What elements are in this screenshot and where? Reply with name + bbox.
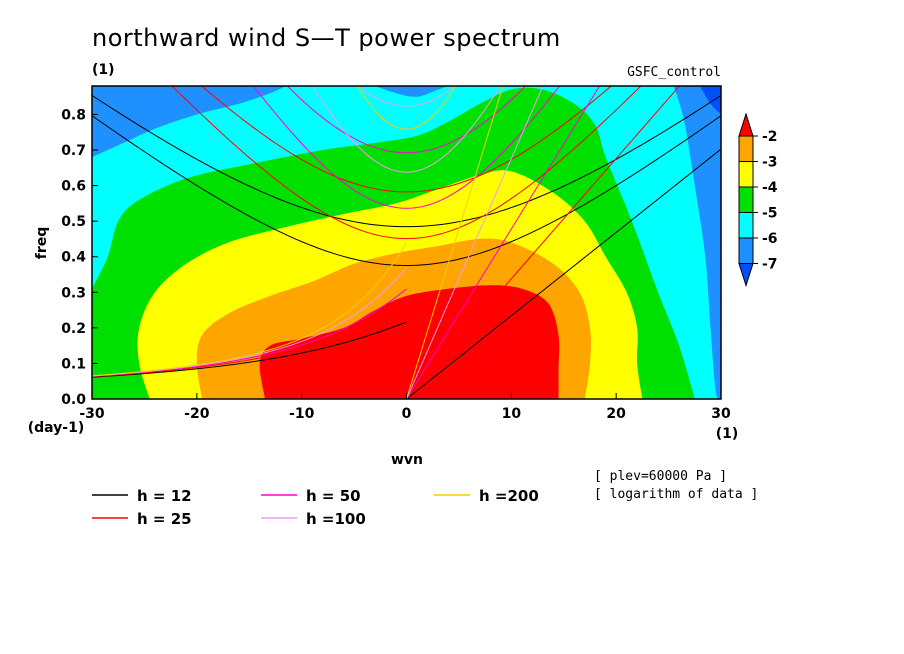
curve-group-12 bbox=[92, 95, 721, 399]
gravity-curve-n1-200 bbox=[357, 86, 456, 130]
legend-label: h = 12 bbox=[137, 487, 192, 505]
x-axis: -30 -20 -10 0 10 20 30 bbox=[79, 393, 731, 422]
colorbar-bottom-arrow bbox=[738, 263, 754, 288]
mrg-curve-25 bbox=[92, 305, 407, 378]
gravity-curve-n1-50 bbox=[252, 86, 561, 209]
x-tick-label: -30 bbox=[79, 406, 105, 422]
kelvin-curve-12 bbox=[406, 148, 721, 399]
colorbar: -2 -3 -4 -5 -6 -7 bbox=[738, 112, 778, 288]
x-tick-label: -10 bbox=[289, 406, 315, 422]
kelvin-curve-50 bbox=[406, 86, 601, 399]
chart-title: northward wind S—T power spectrum bbox=[92, 24, 561, 52]
gravity-curve-n1-12 bbox=[92, 115, 721, 266]
x-tick-label: 10 bbox=[502, 406, 522, 422]
gravity-curve-n1-25 bbox=[171, 86, 642, 240]
curve-group-200 bbox=[92, 86, 504, 399]
y-axis-label: freq bbox=[34, 227, 50, 260]
contour-fills bbox=[92, 86, 721, 399]
colorbar-block bbox=[738, 161, 754, 188]
mrg-curve-12 bbox=[92, 321, 407, 378]
colorbar-label: -2 bbox=[762, 129, 778, 145]
x-tick-label: 0 bbox=[402, 406, 412, 422]
kelvin-curve-100 bbox=[406, 86, 544, 399]
gravity-curve-n1-100 bbox=[311, 86, 502, 173]
kelvin-curve-25 bbox=[406, 86, 681, 399]
gravity-curve-n2-50 bbox=[286, 86, 527, 154]
colorbar-block bbox=[738, 237, 754, 264]
colorbar-label: -3 bbox=[762, 155, 778, 171]
mrg-curve-200 bbox=[92, 242, 407, 377]
gravity-curve-n2-100 bbox=[357, 86, 456, 107]
y-tick-label: 0.2 bbox=[61, 321, 86, 337]
x-tick-label: 30 bbox=[711, 406, 731, 422]
chart-subtitle-left: (1) bbox=[92, 62, 115, 78]
curve-group-25 bbox=[92, 86, 681, 399]
y-tick-label: 0.4 bbox=[61, 250, 86, 266]
colorbar-block bbox=[738, 135, 754, 162]
y-tick-label: 0.1 bbox=[61, 356, 86, 372]
gravity-curve-n2-25 bbox=[201, 86, 612, 193]
x-axis-label: wvn bbox=[391, 452, 423, 468]
legend-label: h =100 bbox=[306, 510, 366, 528]
note-plev: [ plev=60000 Pa ] bbox=[594, 469, 727, 484]
legend-label: h = 50 bbox=[306, 487, 361, 505]
note-log: [ logarithm of data ] bbox=[594, 487, 758, 502]
colorbar-top-arrow bbox=[738, 112, 754, 137]
contour-region-minus7 bbox=[700, 86, 721, 115]
contour-region-2 bbox=[259, 285, 560, 399]
x-unit-label: (1) bbox=[716, 426, 739, 442]
y-axis: 0.0 0.1 0.2 0.3 0.4 0.5 0.6 0.7 0.8 bbox=[61, 107, 98, 408]
y-tick-label: 0.3 bbox=[61, 285, 86, 301]
colorbar-label: -6 bbox=[762, 231, 778, 247]
colorbar-block bbox=[738, 212, 754, 239]
x-tick-label: -20 bbox=[184, 406, 210, 422]
chart-subtitle-right: GSFC_control bbox=[627, 65, 721, 80]
legend-label: h =200 bbox=[479, 487, 539, 505]
y-unit-label: (day-1) bbox=[28, 420, 85, 436]
y-tick-label: 0.6 bbox=[61, 179, 86, 195]
legend-label: h = 25 bbox=[137, 510, 192, 528]
x-tick-label: 20 bbox=[606, 406, 626, 422]
y-tick-label: 0.7 bbox=[61, 143, 86, 159]
y-tick-label: 0.5 bbox=[61, 214, 86, 230]
y-tick-label: 0.8 bbox=[61, 107, 86, 123]
colorbar-block bbox=[738, 186, 754, 213]
colorbar-label: -4 bbox=[762, 180, 778, 196]
legend: h = 12 h = 25 h = 50 h =100 h =200 bbox=[92, 487, 539, 528]
dispersion-curves bbox=[92, 86, 721, 399]
colorbar-label: -7 bbox=[762, 257, 778, 273]
y-tick-label: 0.0 bbox=[61, 392, 86, 408]
colorbar-label: -5 bbox=[762, 206, 778, 222]
kelvin-curve-200 bbox=[406, 86, 504, 399]
